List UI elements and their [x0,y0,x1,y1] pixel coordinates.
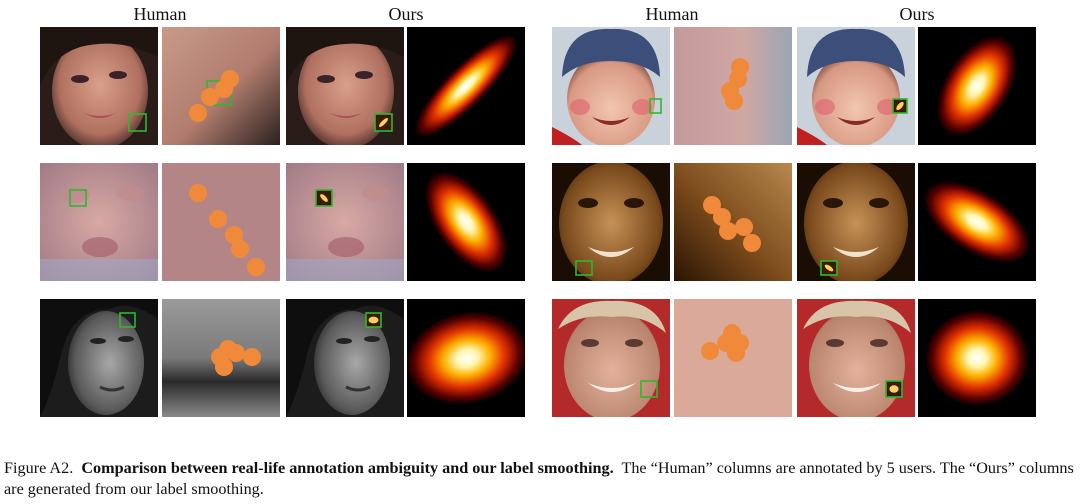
heatmap-row3-left [407,299,525,417]
heatmap-row3-right [918,299,1036,417]
zoom-dots-row1-left [162,27,280,145]
zoom-dots-row1-right [674,27,792,145]
caption-label: Figure A2. [4,459,74,477]
figure-caption: Figure A2. Comparison between real-life … [4,458,1076,500]
caption-bold: Comparison between real-life annotation … [81,459,614,477]
heatmap-row2-left [407,163,525,281]
zoom-dots-row3-right [674,299,792,417]
zoom-dots-row3-left [162,299,280,417]
heatmap-row1-right [918,27,1036,145]
heatmap-row2-right [918,163,1036,281]
heatmap-row1-left [407,27,525,145]
face-image-row2-left-human [40,163,158,281]
face-image-row3-left-ours [286,299,404,417]
header-ours-right: Ours [899,4,935,24]
header-human-left: Human [133,4,187,24]
header-ours-left: Ours [388,4,424,24]
face-image-row1-left-ours [286,27,404,145]
face-image-row2-right-ours [797,163,915,281]
zoom-dots-row2-left [162,163,280,281]
face-image-row1-right-human [552,27,670,145]
face-image-row3-left-human [40,299,158,417]
caption-text: The “Human” columns are annotated by 5 u… [4,459,1074,498]
face-image-row2-left-ours [286,163,404,281]
zoom-dots-row2-right [674,163,792,281]
face-image-row3-right-ours [797,299,915,417]
header-human-right: Human [645,4,699,24]
face-image-row3-right-human [552,299,670,417]
face-image-row1-left-human [40,27,158,145]
face-image-row2-right-human [552,163,670,281]
face-image-row1-right-ours [797,27,915,145]
